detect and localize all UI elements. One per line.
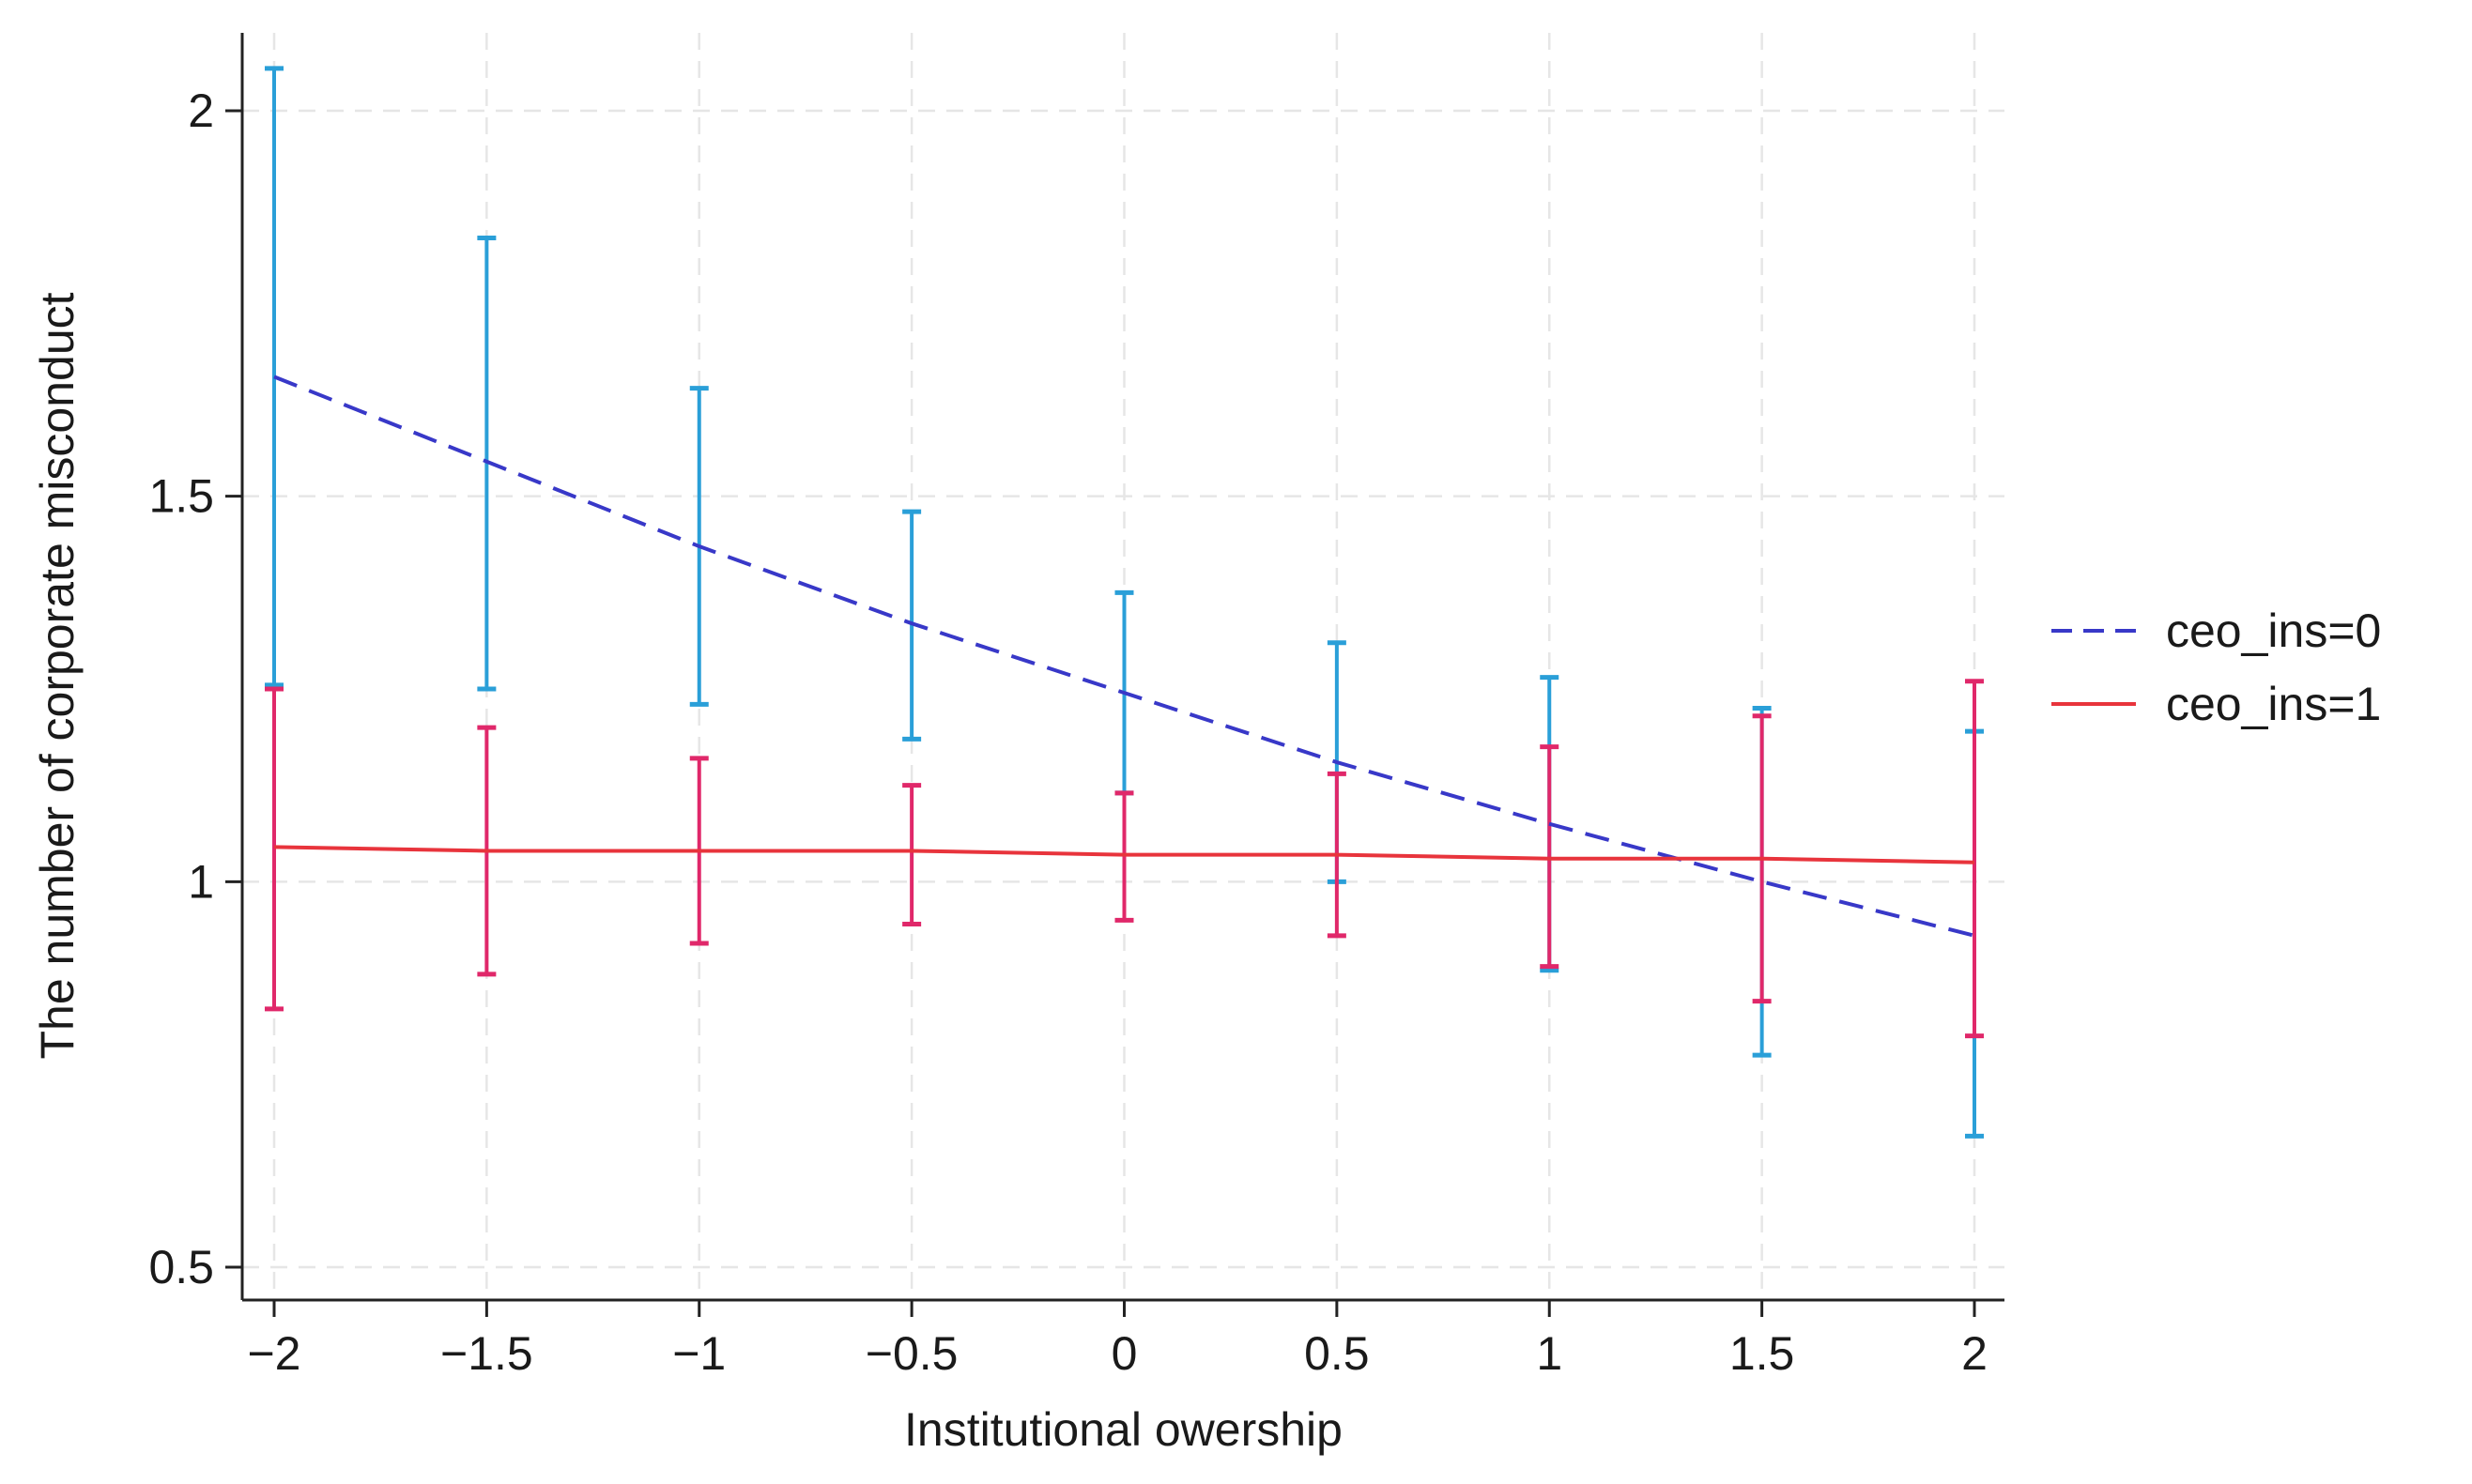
- legend-label: ceo_ins=1: [2166, 678, 2381, 730]
- x-tick-label: 0.5: [1304, 1327, 1370, 1380]
- x-tick-label: −1.5: [440, 1327, 533, 1380]
- series-line-0: [273, 375, 1975, 938]
- series-line-1: [273, 845, 1975, 864]
- ticks: −2 −1.5 −1 −0.5 0 0.5 1 1.5 2 0.5 1 1.5 2: [148, 84, 1987, 1380]
- x-tick-label: 2: [1961, 1327, 1988, 1380]
- x-tick-label: 1.5: [1729, 1327, 1795, 1380]
- y-tick-label: 1.5: [148, 470, 214, 523]
- y-tick-label: 1: [188, 855, 214, 908]
- legend-label: ceo_ins=0: [2166, 604, 2381, 657]
- x-tick-label: 1: [1536, 1327, 1562, 1380]
- y-tick-label: 0.5: [148, 1241, 214, 1293]
- legend-item: ceo_ins=1: [2051, 678, 2381, 730]
- x-axis-title: Institutional owership: [904, 1403, 1343, 1456]
- series: [265, 66, 1984, 1139]
- error-bar: [265, 686, 284, 1012]
- legend: ceo_ins=0 ceo_ins=1: [2051, 604, 2381, 730]
- y-axis-title: The number of corporate misconduct: [31, 292, 84, 1059]
- y-tick-label: 2: [188, 84, 214, 137]
- x-tick-label: −0.5: [866, 1327, 959, 1380]
- error-bar: [1114, 790, 1134, 923]
- x-tick-label: −2: [247, 1327, 300, 1380]
- error-bar: [1965, 679, 1984, 1039]
- x-tick-label: 0: [1112, 1327, 1138, 1380]
- error-bar: [1540, 744, 1559, 970]
- x-tick-label: −1: [672, 1327, 726, 1380]
- error-bar: [902, 783, 922, 927]
- legend-item: ceo_ins=0: [2051, 604, 2381, 657]
